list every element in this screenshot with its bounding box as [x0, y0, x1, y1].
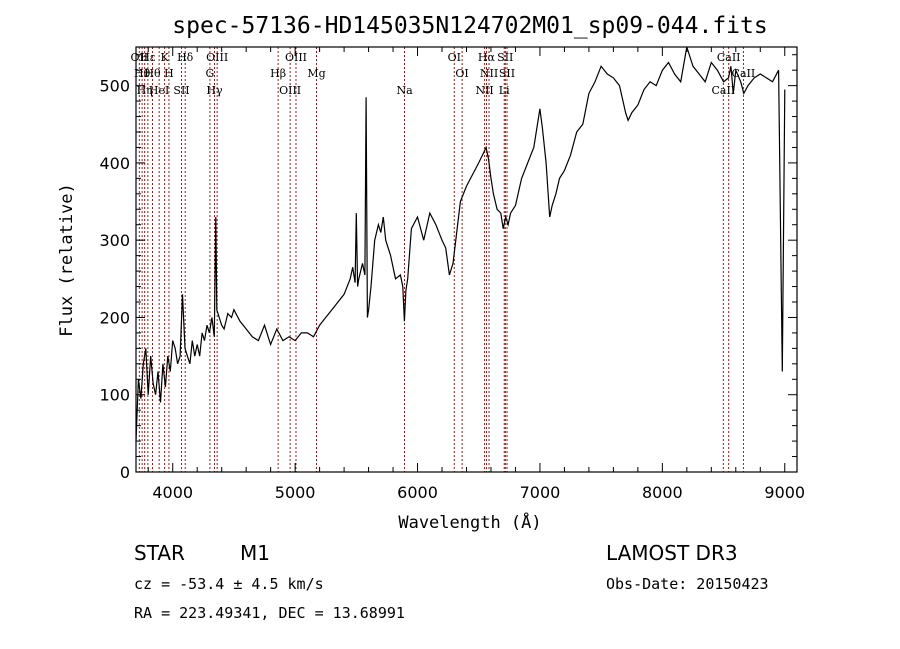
emission-line-label: OI: [448, 51, 461, 64]
emission-line-label: HeI: [149, 84, 169, 97]
emission-line-label: CaII: [732, 67, 756, 80]
object-class: STAR: [134, 541, 185, 565]
coordinates: RA = 223.49341, DEC = 13.68991: [134, 604, 405, 622]
x-tick-label: 8000: [642, 483, 683, 502]
emission-line-label: Hε: [140, 51, 156, 64]
plot-frame: [135, 46, 798, 473]
emission-line-label: CaII: [711, 84, 735, 97]
object-subclass: M1: [240, 541, 270, 565]
emission-line-label: K: [161, 51, 170, 64]
emission-line-label: G: [206, 67, 215, 80]
survey-name: LAMOST DR3: [606, 541, 738, 565]
emission-line-label: SII: [497, 51, 513, 64]
emission-line-label: SII: [499, 67, 515, 80]
emission-line-markers: [138, 47, 744, 472]
emission-line-label: OIII: [285, 51, 307, 64]
emission-line-label: H: [164, 67, 174, 80]
y-tick-label: 500: [99, 77, 130, 96]
x-tick-label: 7000: [520, 483, 561, 502]
emission-line-label: OI: [455, 67, 468, 80]
emission-line-label: Hθ: [144, 67, 161, 80]
y-tick-label: 300: [99, 231, 130, 250]
y-tick-label: 400: [99, 154, 130, 173]
y-tick-label: 100: [99, 386, 130, 405]
y-tick-label: 200: [99, 308, 130, 327]
redshift-velocity: cz = -53.4 ± 4.5 km/s: [134, 575, 324, 593]
chart-title: spec-57136-HD145035N124702M01_sp09-044.f…: [172, 13, 767, 39]
observation-date: Obs-Date: 20150423: [606, 575, 769, 593]
emission-line-label: Li: [499, 84, 510, 97]
y-axis-label: Flux (relative): [57, 183, 77, 337]
emission-line-label: NII: [475, 84, 493, 97]
spectrum-series: [135, 46, 786, 442]
x-tick-label: 9000: [764, 483, 805, 502]
emission-line-label: CaII: [717, 51, 741, 64]
emission-line-label: Na: [396, 84, 413, 97]
emission-line-label: Mg: [307, 67, 325, 80]
y-axis-ticks: 0 100 200 300 400 500: [99, 54, 797, 482]
emission-line-labels: OIIHθHηHεHθHeIKHSIIHδGHγOIIIHβOIIIOIIIMg…: [130, 51, 755, 97]
emission-line-label: Hη: [137, 84, 153, 97]
x-axis-ticks: 4000 5000 6000 7000 8000 9000: [147, 47, 805, 502]
emission-line-label: Hγ: [206, 84, 223, 97]
emission-line-label: Hα: [478, 51, 496, 64]
y-tick-label: 0: [120, 463, 130, 482]
emission-line-label: NII: [480, 67, 498, 80]
x-tick-label: 6000: [397, 483, 438, 502]
emission-line-label: OIII: [279, 84, 301, 97]
x-tick-label: 4000: [152, 483, 193, 502]
emission-line-label: OIII: [206, 51, 228, 64]
emission-line-label: SII: [173, 84, 189, 97]
emission-line-label: Hβ: [270, 67, 286, 80]
x-axis-label: Wavelength (Å): [398, 511, 541, 533]
emission-line-label: Hδ: [177, 51, 194, 64]
x-tick-label: 5000: [275, 483, 316, 502]
emission-line-label: OII: [130, 51, 148, 64]
